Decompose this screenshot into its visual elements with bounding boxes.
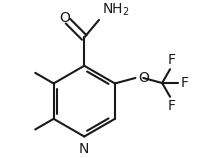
Text: O: O <box>60 11 70 25</box>
Text: NH$_2$: NH$_2$ <box>102 2 129 18</box>
Text: F: F <box>181 76 189 90</box>
Text: N: N <box>79 142 89 156</box>
Text: F: F <box>167 53 175 67</box>
Text: O: O <box>139 71 149 85</box>
Text: F: F <box>167 99 175 113</box>
